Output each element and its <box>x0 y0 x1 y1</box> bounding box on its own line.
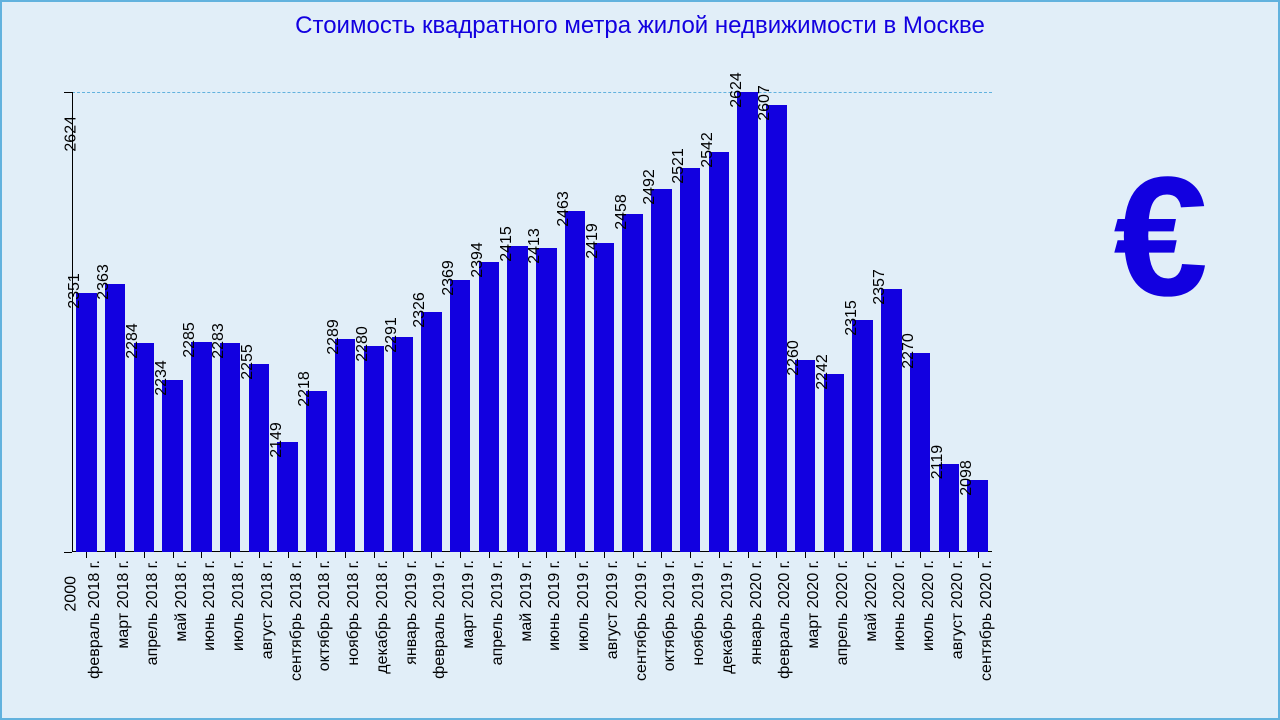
x-tick-label: ноябрь 2019 г. <box>690 507 708 613</box>
bar-value-label: 2607 <box>756 85 776 125</box>
x-tick-label: июнь 2020 г. <box>891 515 909 606</box>
bar: 2415 <box>507 246 528 552</box>
bar-value-label: 2242 <box>814 354 834 394</box>
bar-value-label: 2283 <box>210 324 230 364</box>
bar: 2521 <box>680 168 701 552</box>
bar-value-label: 2413 <box>526 228 546 268</box>
x-tick-label: май 2020 г. <box>863 519 881 601</box>
bar-value-label: 2285 <box>181 322 201 362</box>
x-tick-label: июнь 2019 г. <box>546 515 564 606</box>
x-tick-label: апрель 2020 г. <box>834 507 852 612</box>
bar-value-label: 2458 <box>613 195 633 235</box>
bar-value-label: 2521 <box>670 148 690 188</box>
x-tick-label: март 2019 г. <box>460 516 478 605</box>
y-tick <box>64 92 72 93</box>
x-tick-label: сентябрь 2018 г. <box>288 500 306 621</box>
y-tick-label: 2624 <box>63 110 81 152</box>
bar-value-label: 2351 <box>66 273 86 313</box>
bar: 2492 <box>651 189 672 552</box>
x-tick-label: декабрь 2018 г. <box>374 503 392 617</box>
bar-value-label: 2291 <box>383 318 403 358</box>
x-tick-label: март 2018 г. <box>115 516 133 605</box>
x-tick-label: октябрь 2018 г. <box>316 504 334 615</box>
bar-value-label: 2149 <box>268 422 288 462</box>
x-tick-label: май 2018 г. <box>173 519 191 601</box>
x-tick-label: февраль 2018 г. <box>86 501 104 620</box>
bar-value-label: 2260 <box>785 341 805 381</box>
x-tick-label: ноябрь 2018 г. <box>345 507 363 613</box>
bar-value-label: 2284 <box>124 323 144 363</box>
bar-value-label: 2492 <box>641 170 661 210</box>
chart-title: Стоимость квадратного метра жилой недвиж… <box>2 12 1278 40</box>
bar: 2624 <box>737 92 758 552</box>
bar: 2607 <box>766 105 787 552</box>
bar-value-label: 2463 <box>555 191 575 231</box>
x-tick-label: февраль 2019 г. <box>431 501 449 620</box>
x-tick-label: август 2020 г. <box>949 510 967 609</box>
euro-icon: € <box>1113 152 1208 322</box>
x-tick-label: июнь 2018 г. <box>201 515 219 606</box>
bar-value-label: 2098 <box>958 460 978 500</box>
x-tick-label: январь 2019 г. <box>403 508 421 613</box>
bar-value-label: 2234 <box>153 360 173 400</box>
x-tick-label: август 2019 г. <box>604 510 622 609</box>
x-tick-label: сентябрь 2019 г. <box>633 500 651 621</box>
bar: 2413 <box>536 248 557 552</box>
bar-value-label: 2326 <box>411 292 431 332</box>
bar-value-label: 2419 <box>584 223 604 263</box>
bar-value-label: 2542 <box>699 133 719 173</box>
bar-value-label: 2363 <box>95 265 115 305</box>
y-tick-label: 2000 <box>63 570 81 612</box>
x-tick-label: октябрь 2019 г. <box>661 504 679 615</box>
bar: 2542 <box>709 152 730 552</box>
x-tick-label: апрель 2018 г. <box>144 507 162 612</box>
x-tick-label: февраль 2020 г. <box>776 501 794 620</box>
x-tick-label: март 2020 г. <box>805 516 823 605</box>
bar: 2463 <box>565 211 586 552</box>
bar-value-label: 2289 <box>325 319 345 359</box>
bar-value-label: 2218 <box>296 372 316 412</box>
x-tick-label: июль 2018 г. <box>230 514 248 605</box>
x-tick-label: январь 2020 г. <box>748 508 766 613</box>
bar-value-label: 2315 <box>843 300 863 340</box>
bar-value-label: 2394 <box>469 242 489 282</box>
x-tick-label: июль 2020 г. <box>920 514 938 605</box>
bar-value-label: 2255 <box>239 344 259 384</box>
bar: 2419 <box>594 243 615 552</box>
bar: 2363 <box>105 284 126 552</box>
bar-value-label: 2280 <box>354 326 374 366</box>
bar-value-label: 2369 <box>440 260 460 300</box>
x-tick-label: август 2018 г. <box>259 510 277 609</box>
x-tick-label: декабрь 2019 г. <box>719 503 737 617</box>
x-tick-label: май 2019 г. <box>518 519 536 601</box>
x-tick-label: июль 2019 г. <box>575 514 593 605</box>
chart-frame: Стоимость квадратного метра жилой недвиж… <box>0 0 1280 720</box>
bar: 2357 <box>881 289 902 552</box>
bar: 2315 <box>852 320 873 552</box>
bar-value-label: 2270 <box>900 333 920 373</box>
x-tick-label: апрель 2019 г. <box>489 507 507 612</box>
plot-area: 2351236322842234228522832255214922182289… <box>72 92 992 552</box>
bar: 2369 <box>450 280 471 552</box>
bar-value-label: 2119 <box>929 445 949 483</box>
x-tick-label: сентябрь 2020 г. <box>978 500 996 621</box>
bars-container: 2351236322842234228522832255214922182289… <box>72 92 992 552</box>
bar-value-label: 2624 <box>728 72 748 112</box>
y-tick <box>64 552 72 553</box>
bar-value-label: 2357 <box>871 269 891 309</box>
bar-value-label: 2415 <box>498 226 518 266</box>
